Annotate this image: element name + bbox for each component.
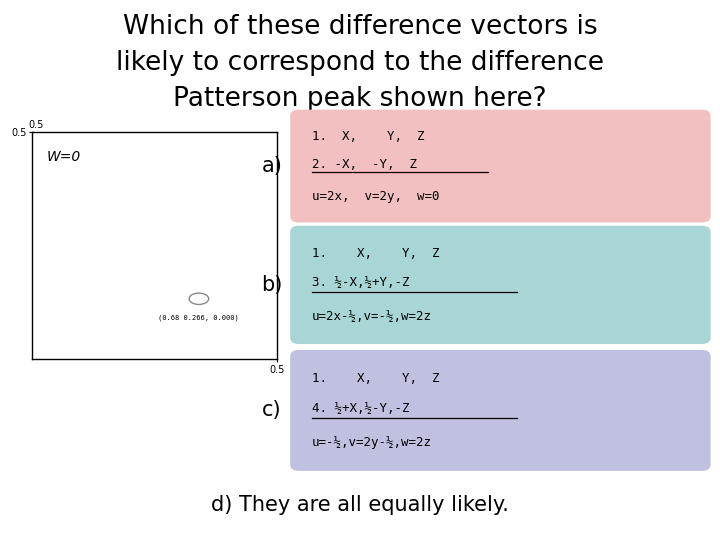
Text: 1.    X,    Y,  Z: 1. X, Y, Z: [312, 247, 439, 260]
Text: b): b): [261, 275, 283, 295]
Text: 0.5: 0.5: [29, 119, 44, 130]
Text: likely to correspond to the difference: likely to correspond to the difference: [116, 50, 604, 76]
Text: Patterson peak shown here?: Patterson peak shown here?: [174, 86, 546, 112]
Text: (0.68 0.266, 0.000): (0.68 0.266, 0.000): [158, 315, 239, 321]
Text: c): c): [262, 400, 282, 421]
Text: 2. -X,  -Y,  Z: 2. -X, -Y, Z: [312, 158, 417, 171]
Text: u=2x,  v=2y,  w=0: u=2x, v=2y, w=0: [312, 190, 439, 202]
Text: Which of these difference vectors is: Which of these difference vectors is: [122, 14, 598, 39]
Text: a): a): [262, 156, 282, 176]
Text: u=2x-½,v=-½,w=2z: u=2x-½,v=-½,w=2z: [312, 310, 432, 323]
Text: 3. ½-X,½+Y,-Z: 3. ½-X,½+Y,-Z: [312, 276, 409, 289]
Text: 1.    X,    Y,  Z: 1. X, Y, Z: [312, 372, 439, 384]
Text: W=0: W=0: [47, 151, 81, 165]
Text: d) They are all equally likely.: d) They are all equally likely.: [211, 495, 509, 515]
Text: 4. ½+X,½-Y,-Z: 4. ½+X,½-Y,-Z: [312, 402, 409, 415]
Text: 1.  X,    Y,  Z: 1. X, Y, Z: [312, 130, 424, 143]
Text: u=-½,v=2y-½,w=2z: u=-½,v=2y-½,w=2z: [312, 436, 432, 449]
